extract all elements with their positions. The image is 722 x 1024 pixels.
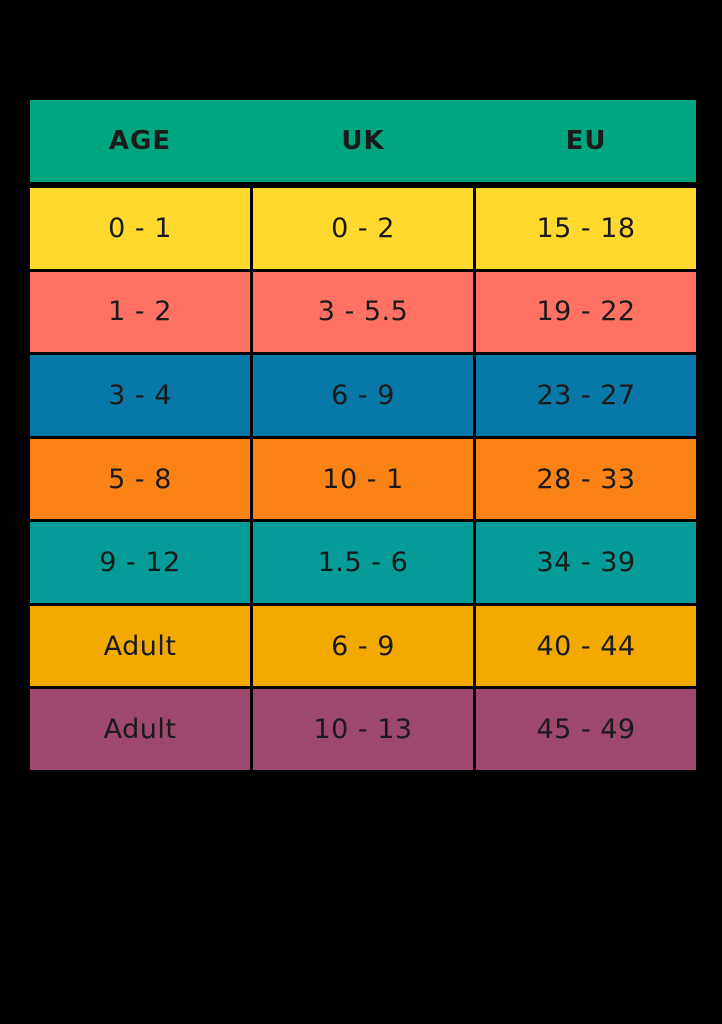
cell-uk: 3 - 5.5	[253, 271, 473, 353]
header-divider	[30, 182, 696, 188]
cell-eu: 23 - 27	[476, 355, 696, 436]
cell-uk: 6 - 9	[253, 605, 473, 687]
cell-uk: 1.5 - 6	[253, 522, 473, 603]
cell-age: Adult	[30, 605, 250, 687]
cell-age: 3 - 4	[30, 355, 250, 436]
cell-eu: 34 - 39	[476, 522, 696, 603]
table-row: 5 - 8 10 - 1 28 - 33	[30, 438, 696, 520]
table-row: 3 - 4 6 - 9 23 - 27	[30, 355, 696, 436]
cell-eu: 40 - 44	[476, 605, 696, 687]
table-row: 9 - 12 1.5 - 6 34 - 39	[30, 522, 696, 603]
table-row: 1 - 2 3 - 5.5 19 - 22	[30, 271, 696, 353]
table-row: 0 - 1 0 - 2 15 - 18	[30, 188, 696, 269]
cell-age: 9 - 12	[30, 522, 250, 603]
cell-age: 1 - 2	[30, 271, 250, 353]
cell-eu: 15 - 18	[476, 188, 696, 269]
shoe-size-chart-table: AGE UK EU 0 - 1 0 - 2 15 - 18 1 - 2 3 - …	[28, 98, 698, 772]
cell-eu: 19 - 22	[476, 271, 696, 353]
column-header-age: AGE	[30, 100, 250, 182]
cell-eu: 28 - 33	[476, 438, 696, 520]
table-row: Adult 6 - 9 40 - 44	[30, 605, 696, 687]
cell-uk: 6 - 9	[253, 355, 473, 436]
table-row: Adult 10 - 13 45 - 49	[30, 689, 696, 771]
column-header-eu: EU	[476, 100, 696, 182]
cell-eu: 45 - 49	[476, 689, 696, 771]
cell-age: Adult	[30, 689, 250, 771]
cell-uk: 10 - 13	[253, 689, 473, 771]
cell-uk: 0 - 2	[253, 188, 473, 269]
table-header-row: AGE UK EU	[30, 100, 696, 182]
cell-age: 0 - 1	[30, 188, 250, 269]
cell-age: 5 - 8	[30, 438, 250, 520]
column-header-uk: UK	[253, 100, 473, 182]
cell-uk: 10 - 1	[253, 438, 473, 520]
